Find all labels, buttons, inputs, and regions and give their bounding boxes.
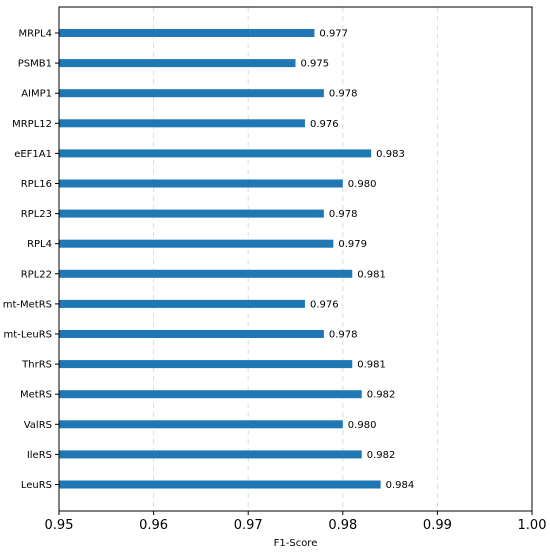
x-tick-label: 0.95 (45, 518, 74, 533)
bar (59, 360, 353, 369)
bar (59, 149, 372, 158)
x-tick-label: 0.97 (234, 518, 263, 533)
bar (59, 119, 305, 128)
data-labels-layer: 0.977 0.975 0.978 0.976 0.983 0.980 0.978 0.979… (301, 29, 415, 492)
y-tick-label: PSMB1 (18, 59, 52, 70)
y-tick-label: RPL4 (27, 239, 52, 250)
bar (59, 239, 334, 248)
bar (59, 29, 315, 37)
data-label: 0.977 (319, 29, 348, 40)
y-tick-label: eEF1A1 (14, 149, 52, 160)
y-tick-label: ValRS (24, 420, 52, 431)
x-tick-label: 1.00 (518, 518, 547, 533)
x-axis-ticks: 0.95 0.96 0.97 0.98 0.99 1.00 (45, 511, 547, 533)
plot-frame (58, 6, 533, 512)
data-label: 0.979 (338, 239, 367, 250)
data-label: 0.982 (367, 450, 396, 461)
data-label: 0.978 (329, 89, 358, 100)
y-axis-ticks: MRPL4 PSMB1 AIMP1 MRPL12 eEF1A1 RPL16 RPL23 RPL… (3, 29, 59, 491)
data-label: 0.978 (329, 209, 358, 220)
x-tick-label: 0.98 (328, 518, 357, 533)
bar (59, 179, 343, 188)
bars-layer (59, 29, 381, 489)
bar (59, 330, 324, 338)
data-label: 0.976 (310, 299, 339, 310)
y-tick-label: MetRS (20, 390, 52, 401)
y-tick-label: ThrRS (21, 360, 52, 371)
bar (59, 59, 296, 68)
x-axis-label: F1-Score (274, 538, 318, 549)
data-label: 0.981 (357, 269, 386, 280)
data-label: 0.982 (367, 390, 396, 401)
bar (59, 420, 343, 429)
data-label: 0.983 (376, 149, 405, 160)
data-label: 0.978 (329, 330, 358, 341)
x-tick-label: 0.99 (423, 518, 452, 533)
grid-layer (153, 7, 438, 511)
y-tick-label: mt-MetRS (3, 299, 52, 310)
data-label: 0.981 (357, 360, 386, 371)
bar (59, 480, 381, 489)
y-tick-label: mt-LeuRS (4, 330, 52, 341)
y-tick-label: IleRS (27, 450, 52, 461)
bar (59, 269, 353, 278)
data-label: 0.984 (386, 480, 415, 491)
y-tick-label: LeuRS (21, 480, 52, 491)
y-tick-label: RPL23 (21, 209, 52, 220)
y-tick-label: MRPL12 (12, 119, 52, 130)
y-tick-label: AIMP1 (21, 89, 52, 100)
y-tick-label: MRPL4 (18, 29, 52, 40)
data-label: 0.980 (348, 420, 377, 431)
bar (59, 390, 362, 399)
bar (59, 89, 324, 98)
bar (59, 209, 324, 218)
data-label: 0.976 (310, 119, 339, 130)
data-label: 0.980 (348, 179, 377, 190)
y-tick-label: RPL22 (21, 269, 52, 280)
bar (59, 299, 305, 308)
x-tick-label: 0.96 (139, 518, 168, 533)
bar (59, 450, 362, 459)
y-tick-label: RPL16 (21, 179, 52, 190)
data-label: 0.975 (301, 59, 330, 70)
